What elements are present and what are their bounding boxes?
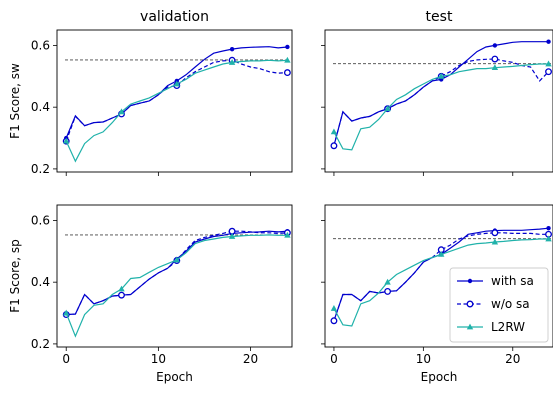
- y-tick-label: 0.6: [31, 38, 50, 52]
- axes-frame: [324, 29, 553, 173]
- data-point: [545, 235, 552, 242]
- x-axis-label: Epoch: [421, 370, 458, 384]
- data-point: [63, 309, 70, 316]
- data-point: [228, 233, 236, 239]
- subplot-3: 0 10 20 0.2 0.4 0.6 Epoch F1 Score, sp: [8, 204, 293, 384]
- y-axis-label: F1 Score, sw: [8, 63, 22, 139]
- legend-marker: [467, 278, 473, 284]
- series-l2rw: [330, 60, 552, 151]
- data-point: [545, 68, 552, 76]
- axes-frame: [56, 29, 293, 173]
- data-point: [546, 39, 551, 44]
- axes-frame: [324, 204, 553, 348]
- data-point: [438, 250, 445, 257]
- data-point: [285, 44, 290, 50]
- series-with-sa: [64, 44, 290, 141]
- data-point: [330, 128, 338, 135]
- legend-item: w/o sa: [457, 297, 530, 311]
- legend-item: L2RW: [457, 320, 525, 334]
- x-tick-label: 10: [416, 352, 431, 366]
- data-point: [438, 72, 445, 79]
- series-l2rw: [330, 235, 552, 327]
- data-point: [384, 278, 391, 285]
- series-line: [66, 230, 288, 316]
- series-l2rw: [63, 56, 291, 163]
- series-with-sa: [64, 229, 290, 317]
- series-w-o-sa: [330, 229, 552, 325]
- data-point: [284, 231, 291, 238]
- data-point: [491, 64, 499, 71]
- data-point: [491, 238, 499, 245]
- legend-label: with sa: [491, 274, 534, 288]
- x-axis-label: Epoch: [156, 370, 193, 384]
- data-point: [118, 108, 125, 115]
- data-point: [173, 256, 181, 263]
- series-line: [65, 234, 288, 338]
- series-w-o-sa: [62, 227, 291, 319]
- data-point: [229, 46, 235, 52]
- series-w-o-sa: [330, 55, 552, 150]
- data-point: [330, 305, 338, 311]
- data-point: [492, 43, 498, 48]
- legend-marker: [466, 300, 474, 308]
- legend-label: L2RW: [491, 320, 525, 334]
- x-tick-label: 20: [505, 352, 520, 366]
- data-point: [228, 59, 236, 65]
- data-point: [330, 317, 338, 325]
- legend-item: with sa: [457, 274, 534, 288]
- data-point: [546, 225, 551, 231]
- series-line: [65, 59, 288, 163]
- x-tick-label: 0: [62, 352, 70, 366]
- x-tick-label: 10: [151, 352, 166, 366]
- y-tick-label: 0.4: [31, 100, 50, 114]
- data-point: [283, 69, 291, 77]
- y-tick-label: 0.4: [31, 275, 50, 289]
- series-line: [65, 59, 288, 142]
- legend-marker: [466, 323, 474, 330]
- x-tick-label: 20: [243, 352, 258, 366]
- data-point: [173, 80, 181, 87]
- subplot-2: test: [321, 9, 553, 176]
- data-point: [63, 137, 70, 144]
- data-point: [491, 55, 499, 63]
- subplot-1: 0.2 0.4 0.6 validation F1 Score, sw: [8, 9, 293, 176]
- subplot-title: test: [426, 9, 453, 25]
- data-point: [545, 60, 552, 67]
- series-line: [333, 41, 549, 146]
- data-point: [491, 229, 499, 237]
- y-tick-label: 0.6: [31, 213, 50, 227]
- series-l2rw: [63, 231, 291, 338]
- y-tick-label: 0.2: [31, 337, 50, 351]
- y-axis-label: F1 Score, sp: [8, 239, 22, 312]
- legend-box: [449, 267, 549, 343]
- series-line: [333, 58, 549, 146]
- series-line: [333, 232, 549, 321]
- x-tick-label: 0: [330, 352, 338, 366]
- data-point: [384, 287, 392, 295]
- data-point: [118, 291, 125, 299]
- axes-frame: [56, 204, 293, 348]
- legend: with sa w/o sa L2RW: [449, 267, 549, 343]
- data-point: [384, 105, 391, 112]
- series-with-sa: [331, 39, 551, 148]
- y-tick-label: 0.2: [31, 162, 50, 176]
- series-w-o-sa: [62, 56, 291, 145]
- data-point: [118, 285, 125, 292]
- data-point: [284, 56, 291, 63]
- subplot-title: validation: [140, 9, 209, 25]
- legend-label: w/o sa: [491, 297, 530, 311]
- data-point: [330, 142, 338, 150]
- subplot-4: 0 10 20 Epoch with sa w/o sa L2RW: [321, 204, 553, 384]
